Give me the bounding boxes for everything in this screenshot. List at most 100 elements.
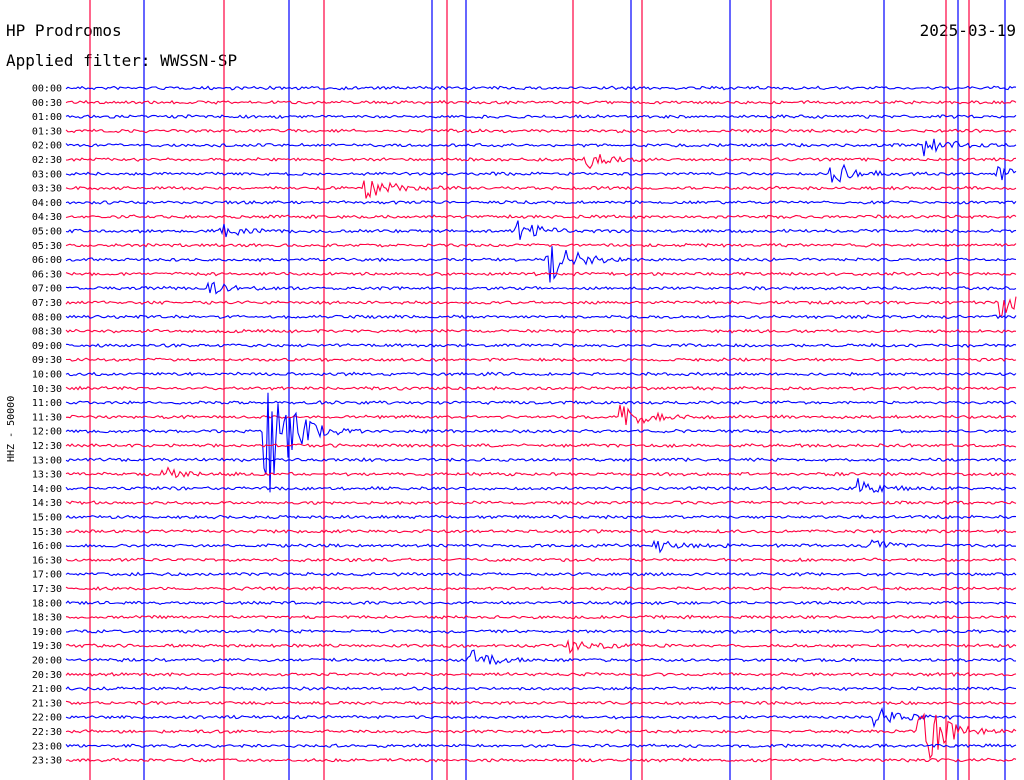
- trace-row: [65, 457, 1017, 463]
- trace-row: [65, 314, 1017, 320]
- row-time-label: 16:30: [32, 555, 62, 566]
- trace-row: [65, 649, 1017, 666]
- row-time-label: 23:00: [32, 741, 62, 752]
- trace-row: [65, 466, 1017, 479]
- row-time-label: 01:00: [32, 112, 62, 123]
- row-time-label: 15:30: [32, 527, 62, 538]
- row-time-label: 09:00: [32, 341, 62, 352]
- trace-row: [65, 671, 1017, 677]
- trace-row: [65, 246, 1017, 283]
- trace-row: [65, 478, 1017, 494]
- row-time-label: 13:00: [32, 455, 62, 466]
- trace-row: [65, 571, 1017, 577]
- trace-row: [65, 686, 1017, 692]
- trace-row: [65, 128, 1017, 134]
- trace-row: [65, 281, 1017, 295]
- row-time-label: 04:00: [32, 198, 62, 209]
- trace-row: [65, 342, 1017, 348]
- row-time-label: 08:30: [32, 327, 62, 338]
- row-time-label: 22:30: [32, 727, 62, 738]
- trace-row: [65, 392, 1017, 493]
- row-time-label: 11:30: [32, 412, 62, 423]
- trace-row: [65, 296, 1017, 318]
- row-time-label: 11:00: [32, 398, 62, 409]
- row-time-label: 06:00: [32, 255, 62, 266]
- row-time-label: 02:00: [32, 141, 62, 152]
- trace-row: [65, 154, 1017, 170]
- row-time-label: 23:30: [32, 756, 62, 767]
- date-label: 2025-03-19: [919, 21, 1016, 40]
- trace-row: [66, 629, 1017, 634]
- trace-row: [65, 271, 1017, 277]
- row-time-label: 07:00: [32, 284, 62, 295]
- row-time-label: 05:00: [32, 227, 62, 238]
- trace-row: [65, 443, 1017, 449]
- row-time-label: 10:30: [32, 384, 62, 395]
- trace-row: [65, 328, 1017, 334]
- trace-row: [65, 539, 1017, 554]
- trace-row: [65, 528, 1017, 534]
- trace-row: [65, 200, 1017, 205]
- row-time-label: 17:30: [32, 584, 62, 595]
- row-time-label: 14:00: [32, 484, 62, 495]
- row-time-label: 02:30: [32, 155, 62, 166]
- trace-row: [65, 585, 1017, 591]
- row-time-label: 20:00: [32, 656, 62, 667]
- trace-row: [65, 757, 1017, 763]
- trace-row: [65, 500, 1017, 506]
- row-time-label: 01:30: [32, 126, 62, 137]
- row-time-label: 05:30: [32, 241, 62, 252]
- station-title: HP Prodromos: [6, 21, 122, 40]
- row-time-label: 15:00: [32, 513, 62, 524]
- trace-lines: [65, 85, 1017, 763]
- trace-row: [65, 743, 1017, 749]
- row-time-label: 09:30: [32, 355, 62, 366]
- channel-label: HHZ - 50000: [6, 396, 17, 462]
- row-time-label: 13:30: [32, 470, 62, 481]
- trace-row: [66, 357, 1017, 363]
- row-time-label: 12:30: [32, 441, 62, 452]
- trace-row: [65, 700, 1017, 706]
- row-time-label: 10:00: [32, 370, 62, 381]
- trace-row: [65, 514, 1017, 520]
- filter-label: Applied filter: WWSSN-SP: [6, 51, 238, 70]
- row-time-labels: 00:00 00:30 01:00 01:30 02:00 02:30 03:00 03:30…: [32, 84, 62, 767]
- trace-row: [65, 242, 1017, 248]
- row-time-label: 12:00: [32, 427, 62, 438]
- trace-row: [65, 180, 1017, 199]
- row-time-label: 00:30: [32, 98, 62, 109]
- trace-row: [65, 404, 1017, 426]
- trace-row: [65, 385, 1017, 391]
- row-time-label: 04:30: [32, 212, 62, 223]
- row-time-label: 00:00: [32, 84, 62, 95]
- trace-row: [65, 706, 1017, 729]
- row-time-label: 22:00: [32, 713, 62, 724]
- row-time-label: 21:30: [32, 698, 62, 709]
- row-time-label: 06:30: [32, 269, 62, 280]
- row-time-label: 19:30: [32, 641, 62, 652]
- trace-row: [65, 614, 1017, 620]
- row-time-label: 07:30: [32, 298, 62, 309]
- row-time-label: 18:00: [32, 598, 62, 609]
- row-time-label: 17:00: [32, 570, 62, 581]
- row-time-label: 21:00: [32, 684, 62, 695]
- row-time-label: 16:00: [32, 541, 62, 552]
- trace-row: [65, 557, 1017, 563]
- row-time-label: 08:00: [32, 312, 62, 323]
- row-time-label: 03:00: [32, 169, 62, 180]
- trace-row: [65, 220, 1017, 240]
- trace-row: [65, 712, 1017, 760]
- trace-row: [65, 99, 1017, 105]
- trace-row: [65, 138, 1017, 157]
- row-time-label: 19:00: [32, 627, 62, 638]
- trace-row: [65, 114, 1017, 120]
- row-time-label: 20:30: [32, 670, 62, 681]
- row-time-label: 14:30: [32, 498, 62, 509]
- trace-row: [65, 85, 1017, 91]
- trace-row: [65, 371, 1017, 377]
- trace-row: [65, 214, 1017, 220]
- trace-row: [65, 600, 1017, 606]
- trace-row: [65, 163, 1017, 183]
- row-time-label: 18:30: [32, 613, 62, 624]
